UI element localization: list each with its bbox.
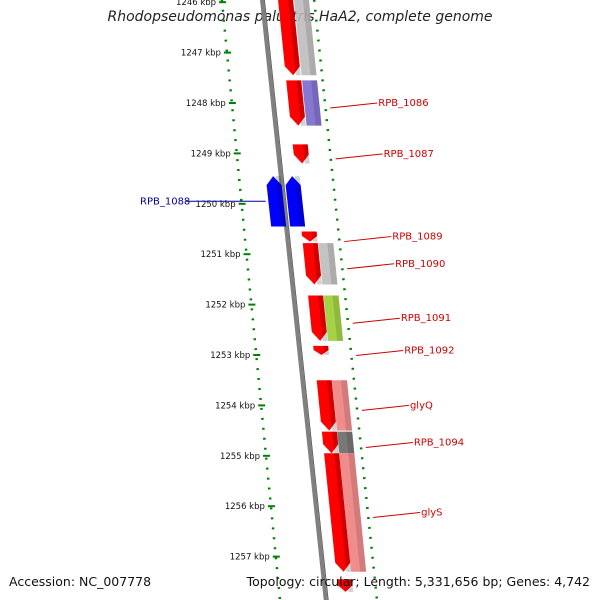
dotted-track-left bbox=[220, 0, 282, 600]
cog-gene-0 bbox=[294, 0, 317, 76]
gene-rpb-1090-edge bbox=[312, 243, 322, 285]
cog-rpb-1091 bbox=[323, 295, 344, 341]
accession-text: Accession: NC_007778 bbox=[9, 574, 152, 589]
tick-label: 1253 kbp bbox=[210, 351, 250, 361]
tick-label: 1247 kbp bbox=[181, 49, 221, 59]
gene-rpb-1087-body bbox=[292, 144, 309, 164]
gene-rpb-1092-edge bbox=[323, 345, 330, 355]
gene-rpb-1088-a-edge bbox=[275, 176, 287, 227]
gene-leader-rpb-1094 bbox=[365, 441, 413, 448]
gene-glyq-edge bbox=[326, 380, 337, 431]
gene-rpb-1091-body bbox=[308, 295, 327, 341]
tick-label: 1251 kbp bbox=[200, 250, 240, 260]
gene-rpb-1089 bbox=[301, 231, 318, 242]
gene-rpb-1087 bbox=[292, 144, 310, 164]
gene-glyq bbox=[316, 380, 337, 431]
genome-summary-text: Topology: circular; Length: 5,331,656 bp… bbox=[246, 574, 590, 589]
tick-label: 1254 kbp bbox=[215, 401, 255, 411]
cog-edge-rpb-1086 bbox=[311, 80, 322, 126]
gene-leader-rpb-1092 bbox=[356, 349, 404, 356]
gene-label-rpb-1087: RPB_1087 bbox=[384, 149, 434, 160]
gene-rpb-1090 bbox=[302, 243, 322, 285]
cog-edge-rpb-1094 bbox=[346, 431, 355, 454]
gene-rpb-1088-b-edge bbox=[294, 176, 306, 227]
tick-label: 1248 kbp bbox=[186, 99, 226, 109]
tick-label: 1250 kbp bbox=[196, 200, 236, 210]
gene-rpb-1089-body bbox=[301, 231, 318, 242]
gene-leader-rpb-1090 bbox=[347, 263, 395, 270]
gene-rpb-1087-edge bbox=[302, 144, 310, 164]
gene-leader-glyq bbox=[361, 404, 409, 411]
tick-label: 1249 kbp bbox=[191, 149, 231, 159]
gene-glys-edge bbox=[334, 453, 352, 572]
gene-glys-body bbox=[324, 453, 351, 572]
gene-rpb-1088-a-body bbox=[266, 176, 287, 227]
cog-rpb-1090 bbox=[318, 243, 338, 285]
gene-gene-11-body bbox=[336, 579, 353, 592]
tick-label: 1256 kbp bbox=[225, 502, 265, 512]
gene-label-rpb-1091: RPB_1091 bbox=[401, 313, 451, 324]
gene-label-rpb-1089: RPB_1089 bbox=[392, 232, 442, 243]
gene-leader-rpb-1091 bbox=[352, 317, 400, 324]
tick-label: 1255 kbp bbox=[220, 452, 260, 462]
gene-label-rpb-1090: RPB_1090 bbox=[395, 259, 445, 270]
gene-label-rpb-1086: RPB_1086 bbox=[378, 98, 428, 109]
cog-glyq bbox=[332, 380, 353, 431]
gene-gene-0 bbox=[278, 0, 301, 76]
gene-gene-11 bbox=[336, 579, 354, 592]
dotted-track-right bbox=[312, 0, 379, 600]
gene-leader-rpb-1087 bbox=[335, 153, 383, 160]
gene-label-rpb-1092: RPB_1092 bbox=[404, 345, 454, 356]
cog-edge-rpb-1091 bbox=[332, 295, 344, 341]
gene-rpb-1094-body bbox=[321, 431, 339, 454]
gene-leader-rpb-1089 bbox=[344, 236, 392, 243]
gene-rpb-1088-b-body bbox=[285, 176, 306, 227]
gene-rpb-1088-b bbox=[285, 176, 306, 227]
gene-leader-rpb-1086 bbox=[330, 102, 378, 109]
gene-rpb-1090-body bbox=[302, 243, 322, 285]
gene-rpb-1088-a bbox=[266, 176, 287, 227]
tick-label: 1252 kbp bbox=[205, 301, 245, 311]
cog-edge-rpb-1090 bbox=[327, 243, 338, 285]
gene-glyq-body bbox=[316, 380, 336, 431]
gene-rpb-1091 bbox=[308, 295, 328, 341]
gene-glys bbox=[324, 453, 352, 572]
gene-leader-glys bbox=[373, 512, 421, 518]
gene-label-glyq: glyQ bbox=[410, 400, 433, 411]
gene-gene-11-edge bbox=[347, 579, 354, 592]
cog-rpb-1094 bbox=[337, 431, 355, 454]
backbone bbox=[259, 0, 329, 600]
gene-gene-0-body bbox=[278, 0, 300, 76]
gene-label-rpb-1094: RPB_1094 bbox=[414, 437, 464, 448]
gene-rpb-1089-edge bbox=[311, 231, 318, 242]
gene-rpb-1094-edge bbox=[332, 431, 340, 454]
gene-label-glys: glyS bbox=[421, 508, 442, 519]
gene-gene-0-edge bbox=[288, 0, 301, 76]
cog-edge-glyq bbox=[341, 380, 353, 431]
cog-glys bbox=[339, 453, 367, 572]
gene-label-rpb-1088: RPB_1088 bbox=[140, 196, 190, 207]
gene-rpb-1092-body bbox=[313, 345, 329, 355]
tick-label: 1257 kbp bbox=[230, 553, 270, 563]
gene-rpb-1092 bbox=[313, 345, 330, 355]
cog-edge-gene-0 bbox=[303, 0, 317, 76]
cog-rpb-1086 bbox=[302, 80, 322, 126]
gene-rpb-1094 bbox=[321, 431, 340, 454]
gene-rpb-1086 bbox=[286, 80, 306, 126]
cog-edge-glys bbox=[348, 453, 367, 572]
gene-rpb-1086-edge bbox=[296, 80, 306, 126]
tick-label: 1246 kbp bbox=[176, 0, 216, 8]
gene-rpb-1086-body bbox=[286, 80, 305, 126]
gene-rpb-1091-edge bbox=[318, 295, 328, 341]
